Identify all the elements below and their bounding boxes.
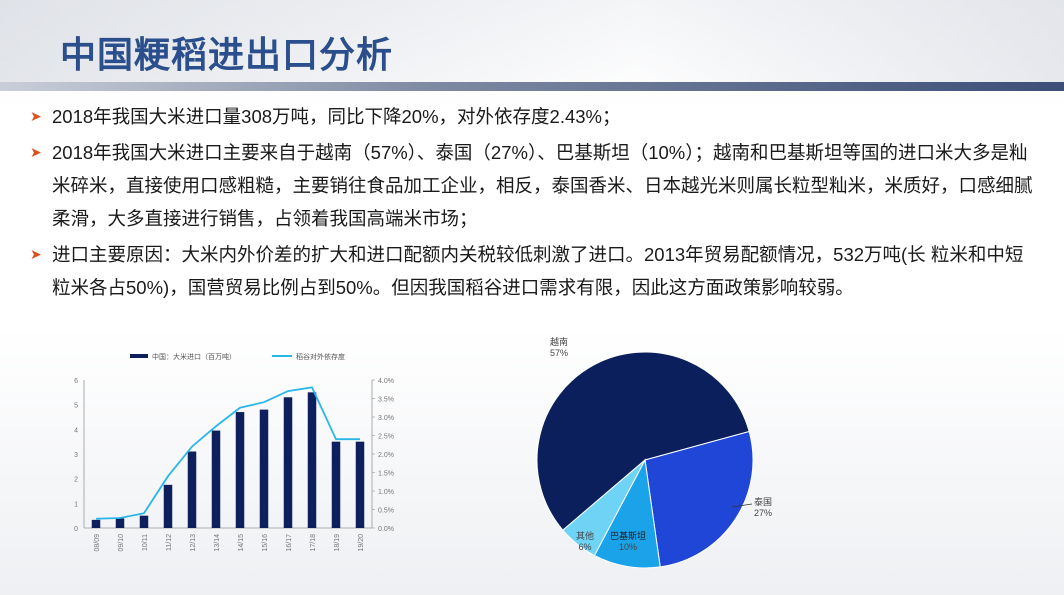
left-tick-label: 0 — [74, 526, 78, 533]
bar-11-12 — [163, 484, 173, 528]
import-combo-chart: 中国：大米进口（百万吨） 稻谷对外依存度 0 1 2 3 4 5 6 0.0% 0.5% 1.0% 1.… — [60, 345, 400, 590]
x-tick-label: 09/10 — [118, 534, 125, 552]
x-tick-label: 19/20 — [358, 534, 365, 552]
bar-10-11 — [139, 515, 149, 528]
right-tick-label: 1.5% — [378, 471, 394, 478]
pie-label-pct: 57% — [550, 348, 568, 358]
left-tick-label: 4 — [74, 427, 78, 434]
dependence-line — [95, 386, 360, 520]
right-tick-label: 2.0% — [378, 452, 394, 459]
bar-12-13 — [187, 451, 197, 528]
x-tick-label: 12/13 — [190, 534, 197, 552]
x-tick-label: 17/18 — [310, 534, 317, 552]
x-tick-label: 13/14 — [214, 534, 221, 552]
right-tick-label: 0.5% — [378, 508, 394, 515]
pie-slice-1 — [644, 430, 754, 568]
pie-label-pct: 27% — [754, 508, 772, 518]
x-tick-label: 10/11 — [142, 534, 149, 551]
bullet-item: ➤ 2018年我国大米进口量308万吨，同比下降20%，对外依存度2.43%； — [30, 100, 1040, 133]
pie-label-pct: 6% — [578, 542, 591, 552]
x-tick-label: 15/16 — [262, 534, 269, 552]
bar-14-15 — [235, 412, 245, 528]
right-tick-label: 4.0% — [378, 378, 394, 385]
x-tick-label: 18/19 — [334, 534, 341, 552]
bar-16-17 — [283, 397, 293, 528]
legend-swatch-bar — [130, 354, 148, 358]
bullet-text: 2018年我国大米进口主要来自于越南（57%）、泰国（27%）、巴基斯坦（10%… — [52, 142, 1033, 229]
left-tick-label: 2 — [74, 477, 78, 484]
x-tick-label: 16/17 — [286, 534, 293, 552]
left-tick-label: 3 — [74, 452, 78, 459]
right-tick-label: 0.0% — [378, 526, 394, 533]
arrow-right-icon: ➤ — [30, 144, 42, 160]
x-tick-label: 08/09 — [94, 534, 101, 552]
bar-08-09 — [91, 519, 101, 528]
header-divider — [0, 82, 1064, 91]
pie-label-name: 其他 — [576, 530, 594, 541]
bar-15-16 — [259, 409, 269, 528]
right-tick-label: 2.5% — [378, 434, 394, 441]
bullet-item: ➤ 2018年我国大米进口主要来自于越南（57%）、泰国（27%）、巴基斯坦（1… — [30, 136, 1040, 235]
legend-label-line: 稻谷对外依存度 — [296, 352, 345, 361]
arrow-right-icon: ➤ — [30, 246, 42, 262]
bar-13-14 — [211, 430, 221, 528]
bullet-text: 进口主要原因：大米内外价差的扩大和进口配额内关税较低刺激了进口。2013年贸易配… — [52, 244, 1024, 298]
left-tick-label: 5 — [74, 403, 78, 410]
right-tick-label: 3.5% — [378, 397, 394, 404]
x-tick-label: 11/12 — [166, 534, 173, 551]
pie-slice-3 — [562, 459, 646, 557]
pie-label-name: 巴基斯坦 — [610, 530, 646, 541]
header-background — [0, 0, 1064, 82]
x-tick-label: 14/15 — [238, 534, 245, 552]
pie-label-name: 越南 — [550, 336, 568, 347]
bullet-text: 2018年我国大米进口量308万吨，同比下降20%，对外依存度2.43%； — [52, 106, 621, 127]
bar-18-19 — [331, 441, 341, 528]
pie-label-name: 泰国 — [754, 496, 772, 507]
source-pie-chart: 越南 57% 泰国 27% 巴基斯坦 10% 其他 6% — [520, 330, 800, 590]
legend-label-bar: 中国：大米进口（百万吨） — [152, 352, 236, 361]
combo-chart-svg: 中国：大米进口（百万吨） 稻谷对外依存度 0 1 2 3 4 5 6 0.0% 0.5% 1.0% 1.… — [74, 352, 394, 552]
arrow-right-icon: ➤ — [30, 108, 42, 124]
bullet-list: ➤ 2018年我国大米进口量308万吨，同比下降20%，对外依存度2.43%； … — [30, 100, 1040, 307]
left-tick-label: 1 — [74, 501, 78, 508]
right-tick-label: 1.0% — [378, 489, 394, 496]
pie-slice-0 — [536, 351, 750, 531]
right-tick-label: 3.0% — [378, 415, 394, 422]
bar-19-20 — [355, 441, 365, 528]
pie-label-pct: 10% — [619, 542, 637, 552]
bar-17-18 — [307, 392, 317, 528]
pie-leader-line — [731, 503, 753, 508]
left-tick-label: 6 — [74, 378, 78, 385]
bullet-item: ➤ 进口主要原因：大米内外价差的扩大和进口配额内关税较低刺激了进口。2013年贸… — [30, 238, 1040, 304]
slide-title: 中国粳稻进出口分析 — [60, 34, 394, 75]
bar-09-10 — [115, 518, 125, 528]
